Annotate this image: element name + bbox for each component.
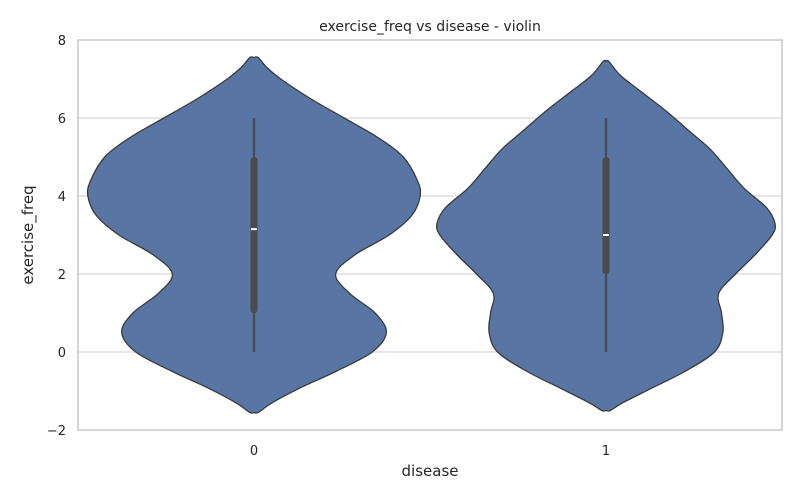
x-tick-label: 0 [250, 444, 258, 459]
y-tick-label: 6 [58, 112, 66, 127]
violin-iqr-box [250, 157, 258, 313]
y-axis-label: exercise_freq [19, 185, 38, 284]
chart-title: exercise_freq vs disease - violin [319, 19, 541, 35]
plot-frame [77, 39, 783, 431]
x-tick-label: 1 [602, 444, 610, 459]
axes: −2 0 2 4 6 8 0 1 [47, 34, 610, 459]
x-axis-label: disease [402, 462, 459, 480]
y-tick-label: 4 [58, 190, 66, 205]
violins [86, 56, 777, 414]
y-tick-label: 8 [58, 34, 66, 49]
violin-iqr-box [602, 157, 610, 274]
y-tick-label: 2 [58, 268, 66, 283]
y-tick-label: 0 [58, 346, 66, 361]
y-tick-label: −2 [47, 424, 66, 439]
